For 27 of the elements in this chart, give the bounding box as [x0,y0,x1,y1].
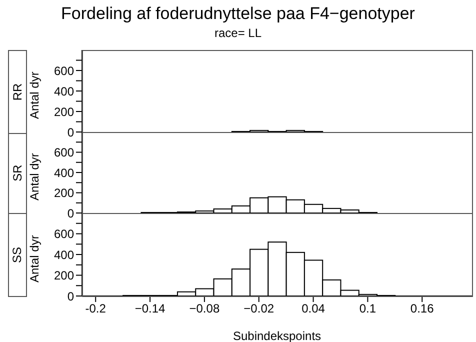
y-tick-label: 200 [54,268,74,283]
chart-subtitle: race= LL [213,26,263,40]
y-tick-label: 400 [54,166,74,180]
y-tick-label: 400 [54,84,74,98]
x-tick-label: 0.1 [359,302,376,316]
y-axis-title: Antal dyr [27,72,42,119]
y-tick-label: 600 [54,227,74,242]
x-tick-label: −0.02 [244,302,274,316]
y-tick-label: 600 [54,146,74,160]
text: SS [10,246,24,263]
y-axis-title: Antal dyr [27,153,42,200]
x-tick-label: −0.14 [134,302,166,316]
y-axis-title: Antal dyr [27,235,42,282]
y-tick-label: 200 [54,104,74,119]
x-tick-label: −0.08 [189,302,220,316]
y-tick-label: 200 [54,186,74,200]
x-tick-label: 0.04 [302,302,326,316]
y-tick-label: 0 [67,289,74,304]
y-tick-label: 400 [54,248,74,262]
x-tick-label: -0.2 [85,302,106,316]
text: RR [10,83,24,101]
y-tick-label: 0 [67,206,74,220]
y-tick-label: 600 [54,64,74,78]
x-tick-label: 0.16 [410,302,434,316]
y-tick-label: 0 [67,125,74,140]
chart-title: Fordeling af foderudnyttelse paa F4−genotyper [60,4,416,24]
text: SR [10,164,24,181]
